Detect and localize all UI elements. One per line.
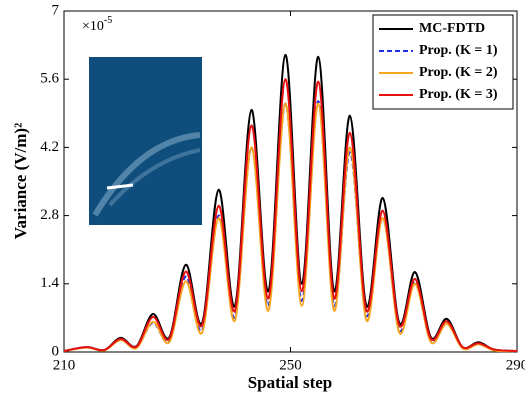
x-tick-label: 250	[279, 357, 302, 373]
y-tick-label: 4.2	[40, 139, 59, 155]
legend-label: MC-FDTD	[419, 21, 485, 36]
x-tick-label: 210	[53, 357, 76, 373]
x-tick-label: 290	[506, 357, 525, 373]
y-tick-label: 1.4	[40, 275, 59, 291]
scale-exponent: -5	[104, 15, 112, 26]
x-axis-label: Spatial step	[248, 373, 333, 392]
legend-label: Prop. (K = 1)	[419, 43, 498, 58]
legend-label: Prop. (K = 3)	[419, 87, 498, 102]
scale-label: ×10-5	[82, 15, 112, 34]
scale-base: ×10	[82, 19, 104, 34]
y-tick-label: 2.8	[40, 207, 59, 223]
legend-label: Prop. (K = 2)	[419, 65, 498, 80]
chart: ×10-5 Spatial step Variance (V/m)² 01.42…	[0, 0, 525, 398]
legend: MC-FDTD Prop. (K = 1) Prop. (K = 2) Prop. (…	[373, 15, 513, 109]
inset-image	[89, 57, 202, 225]
y-tick-label: 7	[52, 2, 60, 18]
y-tick-label: 5.6	[40, 71, 59, 87]
y-axis-label: Variance (V/m)²	[11, 123, 30, 239]
